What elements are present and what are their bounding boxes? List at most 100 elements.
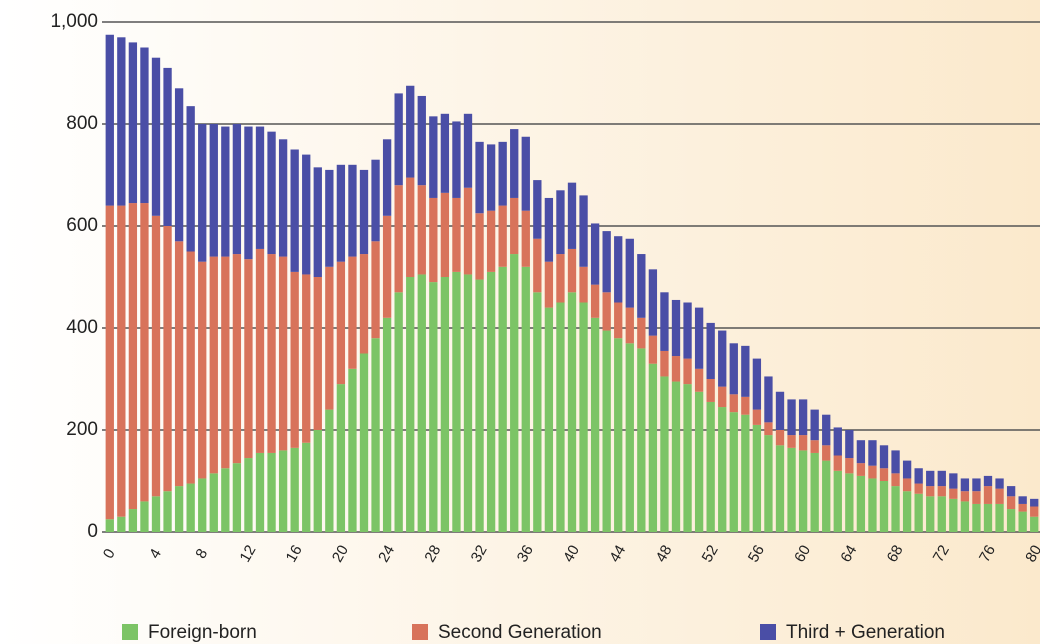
bar-segment xyxy=(648,335,658,364)
bar-segment xyxy=(371,338,380,532)
bar-segment xyxy=(267,254,276,453)
bar-segment xyxy=(533,180,542,239)
bar-segment xyxy=(614,338,623,532)
bar-segment xyxy=(879,468,889,481)
bar-segment xyxy=(255,452,265,532)
bar-segment xyxy=(902,460,912,479)
bar-segment xyxy=(879,481,889,532)
bar-segment xyxy=(625,238,634,308)
bar-segment xyxy=(960,478,970,492)
bar-segment xyxy=(463,187,473,275)
x-tick-label: 40 xyxy=(560,542,583,565)
bar-segment xyxy=(775,430,785,446)
bar-segment xyxy=(463,113,473,188)
bar-segment xyxy=(1030,498,1039,507)
bar-segment xyxy=(209,256,218,474)
bar-segment xyxy=(718,386,727,408)
bar-segment xyxy=(683,302,692,359)
bar-segment xyxy=(856,440,866,464)
bar-segment xyxy=(718,330,727,387)
bar-segment xyxy=(221,468,230,532)
x-tick-label: 64 xyxy=(837,542,860,565)
bar-segment xyxy=(163,67,172,227)
bar-segment xyxy=(995,503,1004,532)
bar-segment xyxy=(336,164,346,262)
bar-segment xyxy=(498,205,507,267)
bar-segment xyxy=(914,493,923,532)
bar-segment xyxy=(579,266,588,303)
bar-segment xyxy=(637,254,646,318)
bar-segment xyxy=(117,205,126,517)
bar-segment xyxy=(198,478,207,532)
bar-segment xyxy=(625,307,634,344)
bar-segment xyxy=(810,409,819,441)
bar-segment xyxy=(752,424,762,532)
bar-segment xyxy=(278,450,288,532)
bar-segment xyxy=(440,113,450,193)
bar-segment xyxy=(856,463,866,476)
bar-segment xyxy=(694,368,704,392)
bar-segment xyxy=(429,116,438,198)
bar-segment xyxy=(614,302,623,339)
bar-segment xyxy=(868,465,877,479)
bar-segment xyxy=(949,473,958,489)
bar-segment xyxy=(406,85,415,178)
bar-segment xyxy=(417,274,426,532)
bar-segment xyxy=(787,447,796,532)
bar-segment xyxy=(382,215,392,318)
bar-segment xyxy=(625,343,634,532)
bar-segment xyxy=(452,121,461,198)
bar-segment xyxy=(302,274,311,443)
bar-segment xyxy=(209,124,218,257)
bar-segment xyxy=(105,34,114,206)
bar-segment xyxy=(452,197,461,272)
legend-label: Foreign-born xyxy=(148,622,257,643)
y-tick-label: 0 xyxy=(87,521,98,542)
bar-segment xyxy=(475,213,484,280)
bar-segment xyxy=(394,185,403,293)
bar-segment xyxy=(683,358,692,385)
x-tick-label: 24 xyxy=(375,542,398,565)
bar-segment xyxy=(798,399,808,436)
y-tick-label: 1,000 xyxy=(50,11,98,32)
bar-segment xyxy=(1030,506,1039,517)
bar-segment xyxy=(463,274,473,532)
bar-segment xyxy=(764,435,773,532)
bar-segment xyxy=(1018,496,1027,504)
bar-segment xyxy=(833,470,842,532)
bar-segment xyxy=(660,376,669,532)
bar-segment xyxy=(521,266,530,532)
bar-segment xyxy=(290,271,299,448)
bar-segment xyxy=(359,169,369,255)
bar-segment xyxy=(151,215,161,497)
bar-segment xyxy=(417,185,426,275)
bar-segment xyxy=(671,356,681,382)
bar-segment xyxy=(140,47,149,204)
bar-segment xyxy=(775,445,785,532)
bar-segment xyxy=(729,343,738,395)
bar-segment xyxy=(914,483,923,494)
bar-segment xyxy=(660,292,669,351)
bar-segment xyxy=(937,486,946,497)
bar-segment xyxy=(729,394,738,413)
bar-segment xyxy=(602,231,611,293)
bar-segment xyxy=(544,307,554,532)
bar-segment xyxy=(729,412,738,532)
bar-segment xyxy=(521,136,530,211)
bar-segment xyxy=(937,496,946,532)
bar-segment xyxy=(452,271,461,532)
bar-segment xyxy=(278,256,288,451)
bar-segment xyxy=(926,470,935,487)
bar-segment xyxy=(186,251,195,484)
bar-segment xyxy=(498,266,507,532)
y-tick-label: 400 xyxy=(66,317,98,338)
bar-segment xyxy=(995,478,1004,489)
bar-segment xyxy=(359,353,369,532)
legend-swatch xyxy=(122,624,138,640)
bar-segment xyxy=(590,223,600,285)
bar-segment xyxy=(290,149,299,272)
bar-segment xyxy=(556,254,565,303)
bar-segment xyxy=(671,299,681,357)
